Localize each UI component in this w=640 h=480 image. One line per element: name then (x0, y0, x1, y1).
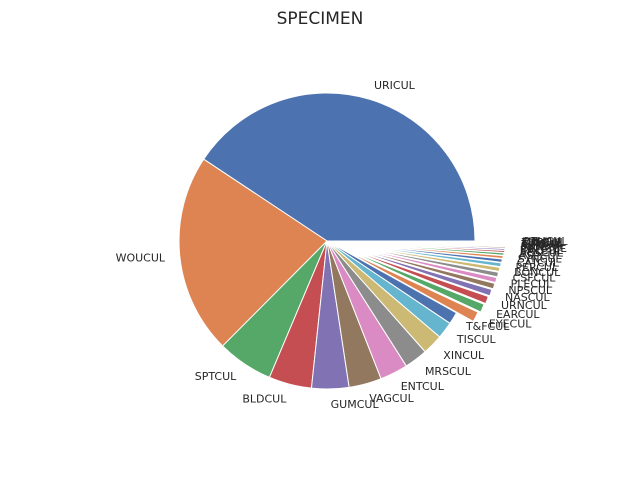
slice-label-mrscul: MRSCUL (425, 365, 472, 378)
slice-label-vagcul: VAGCUL (369, 392, 414, 405)
slice-label-entcul: ENTCUL (401, 380, 445, 393)
pie-slice-urncul (347, 248, 489, 305)
slice-label-tipcul: TIPCUL (520, 238, 560, 251)
slice-label-eyecul: EYECUL (489, 318, 532, 331)
slice-label-urncul: URNCUL (501, 299, 548, 312)
pie-slice-plecul (351, 246, 498, 284)
pie-slice-earcul (346, 248, 485, 313)
slice-label-woucul: WOUCUL (116, 251, 166, 264)
pie-slice-npscul (350, 247, 496, 290)
slice-label-xincul: XINCUL (443, 349, 485, 362)
pie-slices (178, 92, 508, 390)
slice-label-drncul: DRNCUL (520, 242, 567, 255)
slice-label-catcul: CATCUL (517, 256, 560, 269)
slice-label-stlcul: STLCUL (522, 236, 565, 249)
slice-label-othcul: OTHCUL (522, 235, 568, 248)
chart-title: SPECIMEN (277, 9, 364, 29)
slice-label-tiscul: TISCUL (456, 333, 497, 346)
slice-label-lincul: LINCUL (521, 237, 561, 250)
pie-slice-syncul (355, 243, 504, 260)
slice-label-gumcul: GUMCUL (331, 398, 380, 411)
slice-label-abscul: ABSCUL (519, 246, 564, 259)
pie-slice-percul (353, 244, 502, 268)
slice-label-skncul: SKNCUL (521, 239, 566, 252)
slice-label-sptcul: SPTCUL (195, 370, 237, 383)
slice-label-nascul: NASCUL (505, 291, 550, 304)
slice-label-boncul: BONCUL (514, 266, 561, 279)
slice-label-earcul: EARCUL (496, 308, 540, 321)
pie-slice-woucul (178, 158, 328, 347)
slice-label-bldcul: BLDCUL (242, 393, 287, 406)
slice-label-syncul: SYNCUL (518, 252, 563, 265)
slice-label-balcul: BALCUL (520, 244, 564, 257)
pie-slice-t-fcul (326, 240, 457, 324)
slice-label-uricul: URICUL (374, 79, 416, 92)
slice-label-npscul: NPSCUL (508, 284, 553, 297)
slice-label-t-fcul: T&FCUL (465, 320, 510, 333)
pie-slice-nascul (349, 247, 493, 297)
slice-label-percul: PERCUL (516, 261, 559, 274)
pie-slice-eyecul (343, 249, 479, 322)
slice-labels: URICUL WOUCUL SPTCUL BLDCUL GUMCULVAGCULENTC… (116, 79, 569, 411)
pie-slice-catcul (354, 243, 503, 263)
slice-label-csfcul: CSFCUL (513, 271, 557, 284)
slice-label-flucul: FLUCUL (521, 240, 564, 253)
pie-slice-csfcul (352, 245, 499, 278)
slice-label-thrcul: THRCUL (521, 236, 567, 249)
slice-label-plecul: PLECUL (511, 277, 553, 290)
pie-slice-boncul (353, 244, 501, 273)
slice-label-miscul: MISCUL (522, 235, 564, 248)
slice-label-aspcul: ASPCUL (519, 249, 563, 262)
